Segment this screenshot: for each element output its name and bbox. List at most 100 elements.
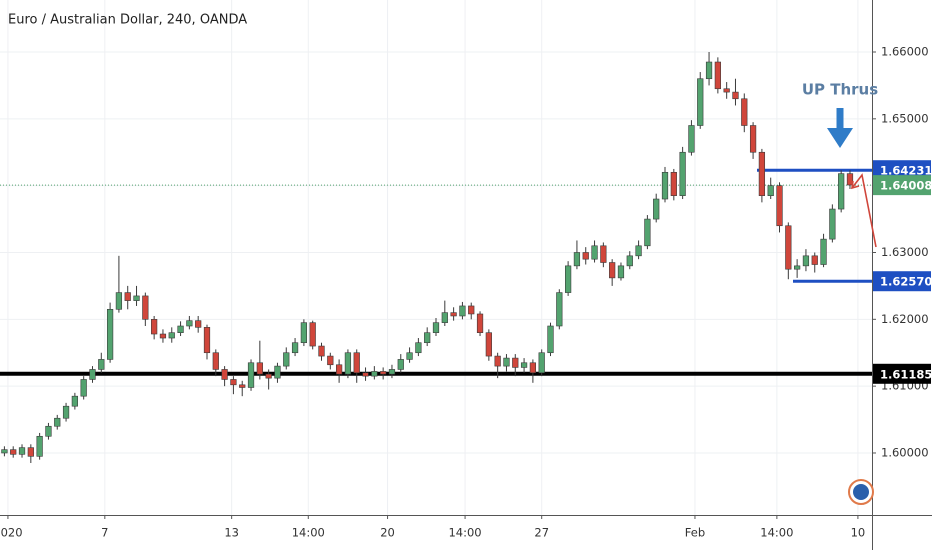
candle-body <box>679 151 686 196</box>
y-tick-label: 1.66000 <box>881 44 929 58</box>
candle-body <box>829 208 836 240</box>
candle-body <box>27 447 34 457</box>
candle-body <box>36 435 43 457</box>
candle-body <box>62 405 70 419</box>
x-tick-label: 2020 <box>0 526 23 540</box>
x-tick-label: 27 <box>534 526 549 540</box>
candle-body <box>221 369 228 380</box>
last-price-box <box>873 175 931 196</box>
candle-body <box>274 365 281 379</box>
candle-body <box>397 359 404 370</box>
candle-body <box>239 384 246 388</box>
candle-body <box>503 357 510 367</box>
x-tick-label: Feb <box>685 526 705 540</box>
candle-body <box>230 379 237 386</box>
chart-title: Euro / Australian Dollar, 240, OANDA <box>8 13 247 28</box>
candle-body <box>186 320 193 327</box>
candle-body <box>115 292 123 310</box>
candle-body <box>388 369 396 375</box>
candle-body <box>653 198 660 220</box>
candle-body <box>133 295 140 301</box>
candle-body <box>459 305 466 317</box>
candle-body <box>820 238 827 265</box>
candle-body <box>609 262 616 279</box>
candle-body <box>494 355 501 367</box>
last-price-label: 1.64008 <box>880 179 932 193</box>
candle-body <box>212 352 219 370</box>
candle-body <box>635 245 642 257</box>
candle-body <box>749 125 757 153</box>
candle-body <box>547 325 554 354</box>
candle-body <box>520 362 528 368</box>
candle-body <box>794 265 801 270</box>
level-label: 1.61185 <box>880 367 932 381</box>
logo <box>848 479 874 505</box>
candle-body <box>644 218 651 247</box>
candle-body <box>406 352 413 360</box>
grid <box>0 0 872 515</box>
candle-body <box>247 362 255 388</box>
candle-body <box>714 61 721 90</box>
candle-body <box>283 352 290 367</box>
candle-body <box>265 373 272 379</box>
x-tick-label: 14:00 <box>760 526 793 540</box>
candle-body <box>582 252 589 260</box>
candle-body <box>485 332 492 357</box>
candle-body <box>600 245 607 263</box>
x-tick-label: 13 <box>224 526 239 540</box>
candle-body <box>309 322 316 347</box>
level-label: 1.62570 <box>880 275 932 289</box>
candle-body <box>670 171 677 196</box>
candle-body <box>776 185 783 227</box>
candle-body <box>71 395 78 407</box>
candle-body <box>415 342 422 354</box>
candle-body <box>591 245 598 260</box>
candle-body <box>741 98 748 126</box>
candle-body <box>344 352 352 375</box>
candle-body <box>256 362 263 375</box>
x-tick-label: 14:00 <box>292 526 325 540</box>
candle-body <box>556 292 563 327</box>
candle-body <box>785 225 792 270</box>
level-box <box>873 363 931 384</box>
candle-body <box>705 61 713 80</box>
candle-body <box>89 369 96 380</box>
candle-body <box>124 292 131 301</box>
candle-body <box>838 173 845 210</box>
level-label: 1.64231 <box>880 164 932 178</box>
y-tick-label: 1.63000 <box>881 245 929 259</box>
candle-body <box>195 320 202 328</box>
candle-body <box>371 371 378 377</box>
candle-body <box>846 173 854 186</box>
candle-body <box>512 357 519 368</box>
candle-body <box>45 425 52 437</box>
y-tick-label: 1.60000 <box>881 445 929 459</box>
candle-body <box>159 333 167 339</box>
candle-body <box>626 255 633 267</box>
candle-body <box>529 362 537 374</box>
candle-body <box>432 322 440 333</box>
candles <box>1 51 854 464</box>
candle-body <box>10 449 17 455</box>
candle-body <box>424 332 431 344</box>
candle-body <box>661 171 669 200</box>
candle-body <box>335 364 343 375</box>
candle-body <box>538 352 545 374</box>
levels <box>0 168 872 376</box>
annotation: UP Thrus <box>802 81 878 99</box>
candle-body <box>450 312 457 317</box>
candle-body <box>80 379 87 397</box>
candle-body <box>441 312 448 323</box>
candle-body <box>142 295 149 320</box>
candle-body <box>1 449 8 454</box>
candle-body <box>291 342 299 354</box>
candle-body <box>811 255 818 265</box>
candle-body <box>468 305 475 315</box>
x-tick-label: 10 <box>851 526 866 540</box>
candle-body <box>565 265 572 293</box>
red-arrow <box>851 173 877 248</box>
candle-body <box>168 332 175 339</box>
candle-body <box>98 359 105 370</box>
